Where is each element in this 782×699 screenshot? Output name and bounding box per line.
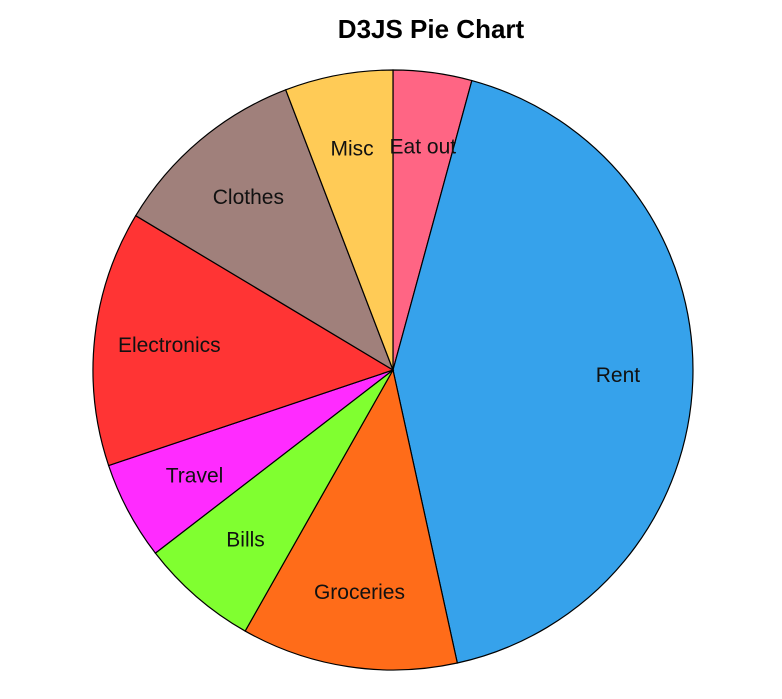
pie-slice-electronics <box>92 214 395 467</box>
pie-label-electronics: Electronics <box>118 334 221 357</box>
pie-label-travel: Travel <box>166 464 224 487</box>
pie-label-clothes: Clothes <box>213 186 284 209</box>
pie-label-bills: Bills <box>226 528 265 551</box>
pie-slices <box>92 69 694 671</box>
pie-slice-rent <box>392 79 694 664</box>
pie-label-misc: Misc <box>331 137 374 160</box>
chart-title: D3JS Pie Chart <box>337 14 525 44</box>
pie-slice-misc <box>284 69 394 371</box>
pie-labels: Eat out Rent Groceries Bills Travel Electroni… <box>118 135 641 604</box>
pie-slice-bills <box>154 369 394 632</box>
pie-label-groceries: Groceries <box>314 581 405 604</box>
pie-label-rent: Rent <box>596 364 641 387</box>
pie-slice-groceries <box>244 368 459 671</box>
pie-slice-clothes <box>134 89 395 372</box>
pie-label-eat-out: Eat out <box>390 135 457 158</box>
